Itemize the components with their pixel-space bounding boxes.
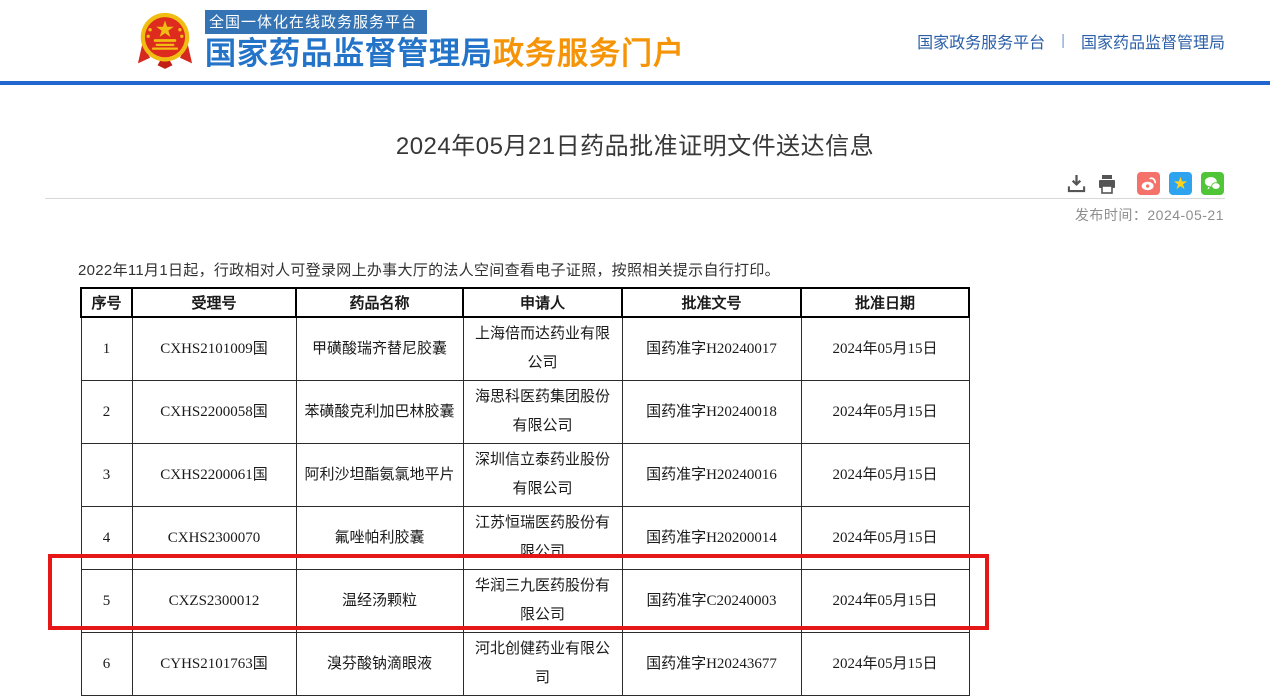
header-divider [45,198,1225,199]
table-cell: CXHS2300070 [131,506,297,570]
portal-name: 政务服务门户 [493,35,685,71]
table-cell: CXHS2200058国 [131,380,297,444]
table-cell: 深圳信立泰药业股份有限公司 [462,443,623,507]
table-cell: 国药准字H20200014 [621,506,802,570]
weibo-share-icon[interactable] [1137,172,1160,195]
table-row: 2 CXHS2200058国 苯磺酸克利加巴林胶囊 海思科医药集团股份有限公司 国药准字… [80,380,970,444]
table-cell: CXHS2101009国 [131,316,297,381]
table-row: 3 CXHS2200061国 阿利沙坦酯氨氯地平片 深圳信立泰药业股份有限公司 国药准字… [80,443,970,507]
table-cell: 国药准字H20240018 [621,380,802,444]
page-title: 2024年05月21日药品批准证明文件送达信息 [395,133,875,160]
table-cell: 江苏恒瑞医药股份有限公司 [462,506,623,570]
table-cell: 国药准字C20240003 [621,569,802,633]
table-header-cell: 受理号 [131,287,297,318]
table-cell: 国药准字H20243677 [621,632,802,696]
table-cell: 国药准字H20240016 [621,443,802,507]
table-cell: 2024年05月15日 [800,632,970,696]
table-header-cell: 批准日期 [800,287,970,318]
publish-time: 发布时间：2024-05-21 [1075,205,1224,225]
approval-table: 序号 受理号 药品名称 申请人 批准文号 批准日期 1 CXHS2101009国 甲磺酸瑞齐替… [80,287,970,696]
publish-time-label: 发布时间： [1074,207,1148,223]
nav-link-nmpa[interactable]: 国家药品监督管理局 [1080,34,1225,52]
table-cell: 2024年05月15日 [800,569,970,633]
table-cell: 5 [80,569,133,633]
site-header: 全国一体化在线政务服务平台 国家药品监督管理局政务服务门户 国家政务服务平台 |… [0,0,1270,85]
qzone-share-icon[interactable]: ★ [1169,172,1192,195]
share-toolbar: ★ [1065,172,1224,195]
table-cell: 2024年05月15日 [800,380,970,444]
table-header-cell: 申请人 [462,287,623,318]
table-cell: 6 [80,632,133,696]
table-cell: 河北创健药业有限公司 [462,632,623,696]
table-cell: 甲磺酸瑞齐替尼胶囊 [295,316,464,381]
table-cell: 阿利沙坦酯氨氯地平片 [295,443,464,507]
logo-text: 全国一体化在线政务服务平台 国家药品监督管理局政务服务门户 [205,9,685,72]
table-header-cell: 药品名称 [295,287,464,318]
national-emblem-icon [137,13,193,70]
table-row: 6 CYHS2101763国 溴芬酸钠滴眼液 河北创健药业有限公司 国药准字H20243… [80,632,970,696]
table-cell: 华润三九医药股份有限公司 [462,569,623,633]
table-cell: 上海倍而达药业有限公司 [462,316,623,381]
table-cell: CXHS2200061国 [131,443,297,507]
table-cell: 2024年05月15日 [800,506,970,570]
header-nav: 国家政务服务平台 | 国家药品监督管理局 [917,29,1225,53]
table-cell: 海思科医药集团股份有限公司 [462,380,623,444]
nav-divider: | [1061,32,1065,49]
table-row: 5 CXZS2300012 温经汤颗粒 华润三九医药股份有限公司 国药准字C202400… [80,569,970,633]
table-row: 1 CXHS2101009国 甲磺酸瑞齐替尼胶囊 上海倍而达药业有限公司 国药准字H20… [80,316,970,381]
table-cell: CXZS2300012 [131,569,297,633]
table-cell: 溴芬酸钠滴眼液 [295,632,464,696]
nav-link-gov-platform[interactable]: 国家政务服务平台 [917,34,1046,52]
site-logo[interactable]: 全国一体化在线政务服务平台 国家药品监督管理局政务服务门户 [137,9,685,72]
download-icon[interactable] [1065,173,1087,195]
table-cell: 3 [80,443,133,507]
table-cell: 4 [80,506,133,570]
qzone-star-glyph: ★ [1172,174,1189,193]
notice-text: 2022年11月1日起，行政相对人可登录网上办事大厅的法人空间查看电子证照，按照… [78,262,780,279]
site-name: 国家药品监督管理局 [205,35,493,71]
wechat-share-icon[interactable] [1201,172,1224,195]
table-cell: 2024年05月15日 [800,443,970,507]
table-row: 4 CXHS2300070 氟唑帕利胶囊 江苏恒瑞医药股份有限公司 国药准字H20200… [80,506,970,570]
table-header-cell: 序号 [80,287,133,318]
table-cell: 1 [80,316,133,381]
table-cell: CYHS2101763国 [131,632,297,696]
table-cell: 氟唑帕利胶囊 [295,506,464,570]
table-header-cell: 批准文号 [621,287,802,318]
table-cell: 苯磺酸克利加巴林胶囊 [295,380,464,444]
publish-time-value: 2024-05-21 [1147,207,1224,223]
print-icon[interactable] [1096,173,1118,195]
table-cell: 温经汤颗粒 [295,569,464,633]
table-cell: 2024年05月15日 [800,316,970,381]
table-header-row: 序号 受理号 药品名称 申请人 批准文号 批准日期 [80,287,970,318]
table-cell: 国药准字H20240017 [621,316,802,381]
table-cell: 2 [80,380,133,444]
platform-banner: 全国一体化在线政务服务平台 [205,9,428,36]
site-title: 国家药品监督管理局政务服务门户 [205,36,685,72]
